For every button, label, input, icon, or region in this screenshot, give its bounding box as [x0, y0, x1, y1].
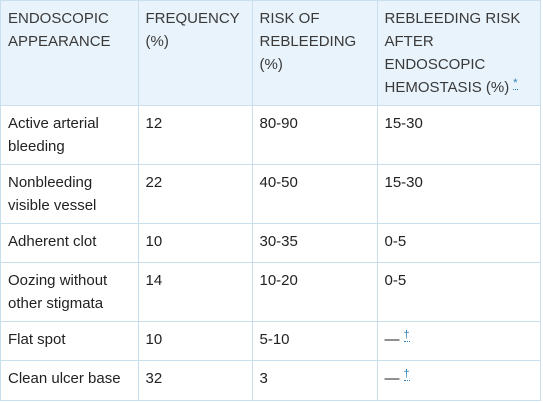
footnote-link-asterisk[interactable]: * [513, 77, 518, 90]
cell-risk: 3 [252, 360, 378, 400]
header-row: ENDOSCOPIC APPEARANCE FREQUENCY (%) RISK… [1, 1, 540, 106]
table-row: Flat spot 10 5-10 — † [1, 321, 540, 361]
cell-frequency: 10 [138, 321, 253, 361]
cell-after-hemostasis: — † [377, 321, 540, 361]
header-endoscopic-appearance: ENDOSCOPIC APPEARANCE [1, 1, 139, 106]
cell-frequency: 22 [138, 164, 253, 224]
footnote-link-dagger[interactable]: † [403, 329, 410, 342]
cell-appearance: Adherent clot [1, 223, 139, 263]
cell-appearance: Nonbleeding visible vessel [1, 164, 139, 224]
cell-appearance: Active arterial bleeding [1, 105, 139, 165]
cell-risk: 5-10 [252, 321, 378, 361]
cell-risk: 40-50 [252, 164, 378, 224]
table-row: Active arterial bleeding 12 80-90 15-30 [1, 105, 540, 165]
header-risk-of-rebleeding: RISK OF REBLEEDING (%) [252, 1, 378, 106]
cell-frequency: 14 [138, 262, 253, 322]
table-row: Clean ulcer base 32 3 — † [1, 360, 540, 400]
cell-frequency: 12 [138, 105, 253, 165]
cell-after-hemostasis: 15-30 [377, 164, 540, 224]
cell-after-hemostasis: 0-5 [377, 223, 540, 263]
cell-appearance: Oozing without other stigmata [1, 262, 139, 322]
header-rebleeding-after-hemostasis: REBLEEDING RISK AFTER ENDOSCOPIC HEMOSTA… [377, 1, 540, 106]
cell-risk: 80-90 [252, 105, 378, 165]
footnote-link-dagger[interactable]: † [403, 368, 410, 381]
cell-risk: 30-35 [252, 223, 378, 263]
table-row: Oozing without other stigmata 14 10-20 0… [1, 262, 540, 322]
cell-frequency: 10 [138, 223, 253, 263]
cell-after-hemostasis: 0-5 [377, 262, 540, 322]
cell-after-hemostasis: — † [377, 360, 540, 400]
header-frequency: FREQUENCY (%) [138, 1, 253, 106]
table-row: Nonbleeding visible vessel 22 40-50 15-3… [1, 164, 540, 224]
cell-frequency: 32 [138, 360, 253, 400]
cell-risk: 10-20 [252, 262, 378, 322]
cell-appearance: Clean ulcer base [1, 360, 139, 400]
cell-after-hemostasis: 15-30 [377, 105, 540, 165]
cell-appearance: Flat spot [1, 321, 139, 361]
table-row: Adherent clot 10 30-35 0-5 [1, 223, 540, 263]
